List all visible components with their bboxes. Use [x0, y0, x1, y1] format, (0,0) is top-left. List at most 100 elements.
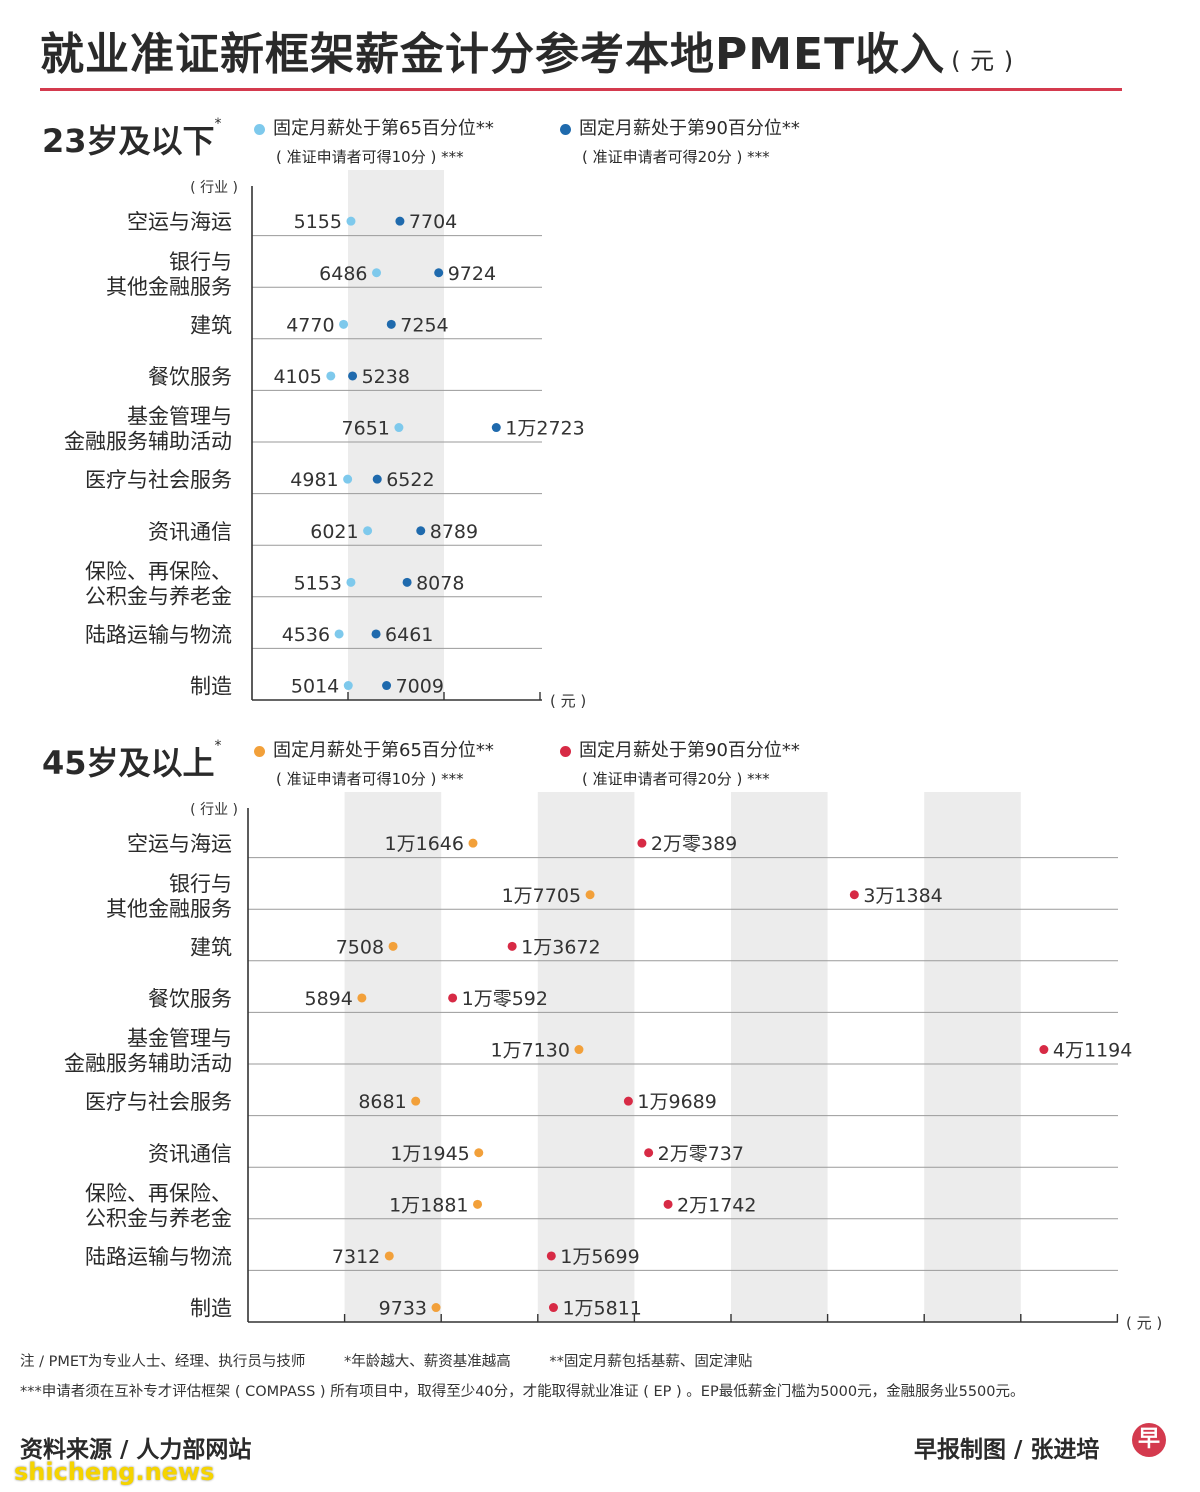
value-label-p90: 2万零389 [651, 833, 737, 855]
category-label-line: 建筑 [190, 935, 232, 959]
category-label: 建筑 [190, 935, 232, 959]
value-label-p90: 2万零737 [658, 1143, 744, 1165]
value-label-p90: 1万3672 [521, 936, 600, 958]
point-p90 [448, 993, 458, 1003]
category-label: 银行与其他金融服务 [106, 872, 232, 921]
category-label: 资讯通信 [148, 1142, 232, 1166]
title-unit: ( 元 ) [951, 47, 1015, 75]
value-label-p65: 6021 [310, 521, 358, 543]
value-label-p90: 1万零592 [462, 988, 548, 1010]
category-label-line: 陆路运输与物流 [85, 623, 232, 647]
value-label-p65: 1万1945 [390, 1143, 469, 1165]
category-label-line: 医疗与社会服务 [85, 468, 232, 492]
category-label-line: 其他金融服务 [106, 897, 232, 921]
value-label-p65: 1万7130 [490, 1040, 569, 1062]
title-text: 就业准证新框架薪金计分参考本地PMET收入 [40, 29, 946, 80]
legend-dot [254, 123, 265, 135]
category-label-line: 制造 [190, 675, 232, 699]
category-label: 制造 [190, 675, 232, 699]
value-label-p90: 4万1194 [1053, 1040, 1132, 1062]
section-title-old: 45岁及以上* [42, 738, 222, 782]
band-shade [924, 792, 1021, 1322]
legend-dot [560, 745, 571, 757]
point-p90 [663, 1199, 673, 1209]
value-label-p90: 7704 [409, 211, 457, 233]
value-label-p90: 1万5811 [562, 1298, 641, 1320]
category-label-line: 制造 [190, 1297, 232, 1321]
value-label-p90: 6522 [386, 469, 434, 491]
title-divider [40, 88, 1122, 91]
point-p90 [546, 1251, 556, 1261]
category-label: 银行与其他金融服务 [106, 250, 232, 299]
industry-header: ( 行业 ) [190, 180, 238, 196]
point-p90 [849, 890, 859, 900]
point-p65 [468, 838, 478, 848]
point-p65 [357, 993, 367, 1003]
category-label-line: 金融服务辅助活动 [64, 430, 232, 454]
point-p90 [382, 681, 392, 691]
category-label: 医疗与社会服务 [85, 468, 232, 492]
graphic-credit: 早报制图 / 张进培 [914, 1437, 1100, 1463]
category-label-line: 基金管理与 [127, 405, 232, 429]
point-p90 [348, 371, 358, 381]
point-p90 [402, 577, 412, 587]
section-title-young: 23岁及以下* [42, 116, 222, 160]
category-label-line: 保险、再保险、 [85, 1181, 232, 1205]
point-p90 [395, 216, 405, 226]
value-label-p65: 5155 [294, 211, 342, 233]
value-label-p65: 7651 [342, 418, 390, 440]
value-label-p65: 7312 [332, 1246, 380, 1268]
point-p65 [388, 941, 398, 951]
point-p90 [434, 268, 444, 278]
category-label: 保险、再保险、公积金与养老金 [85, 559, 232, 608]
value-label-p65: 4536 [282, 624, 330, 646]
value-label-p90: 7254 [400, 314, 448, 336]
value-label-p65: 6486 [319, 263, 367, 285]
band-shade [731, 792, 828, 1322]
value-label-p65: 4770 [286, 314, 334, 336]
value-label-p90: 2万1742 [677, 1194, 756, 1216]
category-label: 资讯通信 [148, 520, 232, 544]
legend-old-p65: 固定月薪处于第65百分位** ( 准证申请者可得10分 ) *** [254, 736, 494, 789]
band-shade [537, 792, 635, 1322]
value-label-p90: 1万5699 [560, 1246, 639, 1268]
legend-young-p65: 固定月薪处于第65百分位** ( 准证申请者可得10分 ) *** [254, 114, 494, 167]
value-label-p65: 8681 [358, 1091, 406, 1113]
category-label: 基金管理与金融服务辅助活动 [64, 1027, 232, 1076]
point-p90 [491, 423, 501, 433]
band-shade [344, 792, 442, 1322]
value-label-p90: 5238 [362, 366, 410, 388]
point-p90 [416, 526, 426, 536]
point-p90 [371, 629, 381, 639]
category-label-line: 餐饮服务 [148, 365, 232, 389]
value-label-p90: 1万9689 [637, 1091, 716, 1113]
category-label: 空运与海运 [127, 832, 232, 856]
value-label-p65: 9733 [379, 1298, 427, 1320]
category-label-line: 空运与海运 [127, 210, 232, 234]
value-label-p90: 3万1384 [863, 885, 942, 907]
value-label-p65: 4105 [273, 366, 321, 388]
point-p65 [394, 423, 404, 433]
point-p90 [386, 319, 396, 329]
category-label-line: 医疗与社会服务 [85, 1090, 232, 1114]
category-label: 保险、再保险、公积金与养老金 [85, 1181, 232, 1230]
point-p90 [644, 1148, 654, 1158]
category-label-line: 银行与 [169, 250, 232, 274]
category-label: 陆路运输与物流 [85, 623, 232, 647]
category-label-line: 资讯通信 [148, 1142, 232, 1166]
point-p65 [334, 629, 344, 639]
value-label-p65: 7508 [336, 936, 384, 958]
value-label-p90: 7009 [396, 676, 444, 698]
notes-line-2: ***申请者须在互补专才评估框架 ( COMPASS ) 所有项目中，取得至少4… [20, 1384, 1025, 1400]
value-label-p65: 1万7705 [502, 885, 581, 907]
category-label-line: 保险、再保险、 [85, 559, 232, 583]
category-label-line: 基金管理与 [127, 1027, 232, 1051]
category-label: 制造 [190, 1297, 232, 1321]
category-label-line: 资讯通信 [148, 520, 232, 544]
point-p65 [346, 577, 356, 587]
band-shade [348, 170, 444, 700]
value-label-p65: 5894 [305, 988, 353, 1010]
unit-label: ( 元 ) [1126, 1314, 1162, 1332]
category-label: 医疗与社会服务 [85, 1090, 232, 1114]
category-label: 基金管理与金融服务辅助活动 [64, 405, 232, 454]
